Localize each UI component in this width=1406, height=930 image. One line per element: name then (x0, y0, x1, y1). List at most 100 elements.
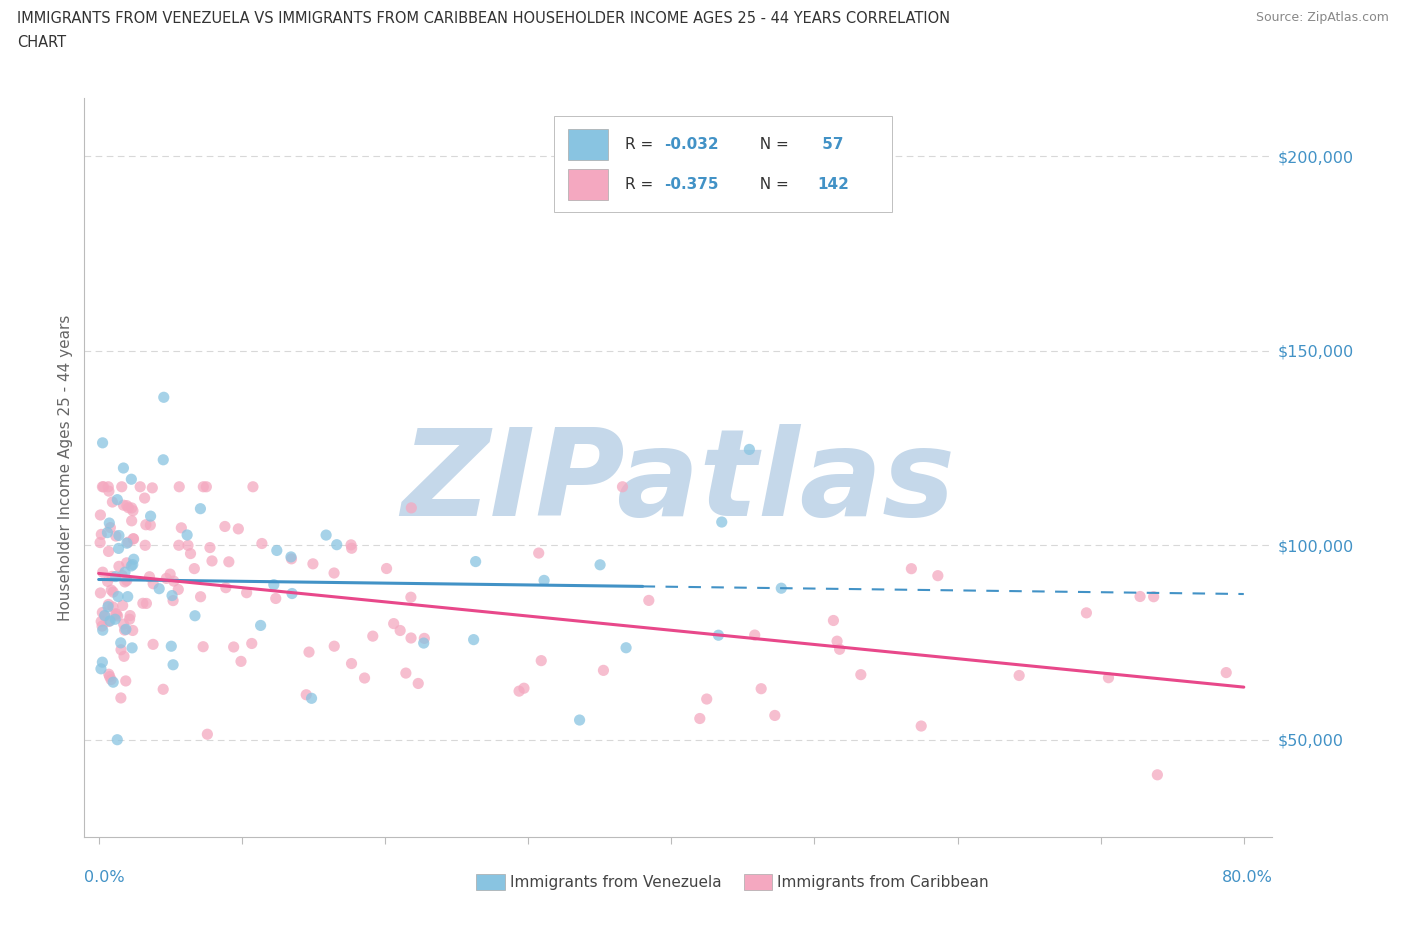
Point (1076, 605, 1098, 620)
Point (184, 608, 207, 623)
Point (228, 522, 250, 537)
Point (139, 509, 162, 524)
Point (101, 495, 124, 510)
Point (195, 479, 218, 494)
Point (121, 513, 143, 528)
Point (98, 515, 121, 530)
Point (132, 596, 155, 611)
Point (98, 520, 121, 535)
Point (1097, 671, 1119, 685)
Point (120, 608, 142, 623)
Point (749, 682, 772, 697)
Bar (568, 129, 609, 161)
Point (97, 667, 120, 682)
Point (97, 484, 120, 498)
Text: ZIPatlas: ZIPatlas (401, 423, 956, 540)
Point (93, 479, 115, 494)
Point (159, 566, 181, 581)
Point (104, 612, 127, 627)
Point (744, 628, 766, 643)
Point (214, 519, 236, 534)
Point (115, 573, 138, 588)
Point (340, 657, 363, 671)
Point (413, 631, 436, 645)
Point (828, 642, 851, 657)
Point (302, 556, 325, 571)
Point (148, 581, 170, 596)
Point (112, 498, 135, 512)
Point (263, 578, 285, 592)
Point (139, 518, 162, 533)
Point (315, 527, 337, 542)
Point (689, 711, 711, 726)
Point (91, 623, 114, 638)
Point (110, 690, 132, 705)
Point (117, 535, 139, 550)
Point (707, 628, 730, 643)
Point (614, 641, 637, 656)
Point (117, 590, 139, 604)
Point (295, 687, 318, 702)
Point (105, 492, 128, 507)
Point (1129, 589, 1152, 604)
Point (770, 580, 793, 595)
Point (97, 479, 120, 494)
Point (190, 501, 212, 516)
Point (114, 575, 136, 590)
Point (1008, 668, 1031, 683)
Point (696, 692, 718, 707)
Point (513, 681, 536, 696)
Point (235, 585, 257, 600)
Point (111, 598, 134, 613)
Point (167, 538, 190, 552)
Point (738, 442, 761, 457)
Point (108, 528, 131, 543)
Point (107, 541, 129, 556)
Point (141, 481, 163, 496)
Point (100, 583, 122, 598)
Point (90, 661, 112, 676)
Point (97, 544, 120, 559)
Point (114, 673, 136, 688)
Point (97, 614, 120, 629)
Point (111, 479, 134, 494)
Point (112, 617, 135, 631)
Point (118, 612, 141, 627)
Point (97, 599, 120, 614)
Point (242, 479, 264, 494)
Point (152, 390, 174, 405)
Point (96, 525, 118, 540)
Point (218, 554, 240, 569)
Point (361, 629, 384, 644)
Point (298, 644, 321, 659)
Point (167, 582, 190, 597)
Point (412, 635, 434, 650)
Text: -0.032: -0.032 (664, 138, 718, 153)
Point (1143, 590, 1166, 604)
Point (110, 635, 132, 650)
FancyBboxPatch shape (554, 116, 893, 212)
Point (108, 559, 131, 574)
Point (110, 643, 132, 658)
Point (114, 623, 136, 638)
Point (323, 565, 346, 580)
Point (91, 435, 114, 450)
Text: Immigrants from Venezuela: Immigrants from Venezuela (510, 874, 721, 890)
Bar (744, 874, 772, 890)
Text: Source: ZipAtlas.com: Source: ZipAtlas.com (1256, 11, 1389, 24)
Point (100, 672, 122, 687)
Point (120, 472, 142, 486)
Point (91, 618, 114, 633)
Point (91, 655, 114, 670)
Point (849, 667, 872, 682)
Point (89, 535, 111, 550)
Point (104, 528, 127, 543)
Point (177, 538, 200, 552)
Point (280, 551, 302, 566)
Point (612, 479, 634, 494)
Point (122, 551, 145, 566)
Point (104, 569, 127, 584)
Point (114, 565, 136, 579)
Point (89, 586, 111, 601)
Point (176, 527, 198, 542)
